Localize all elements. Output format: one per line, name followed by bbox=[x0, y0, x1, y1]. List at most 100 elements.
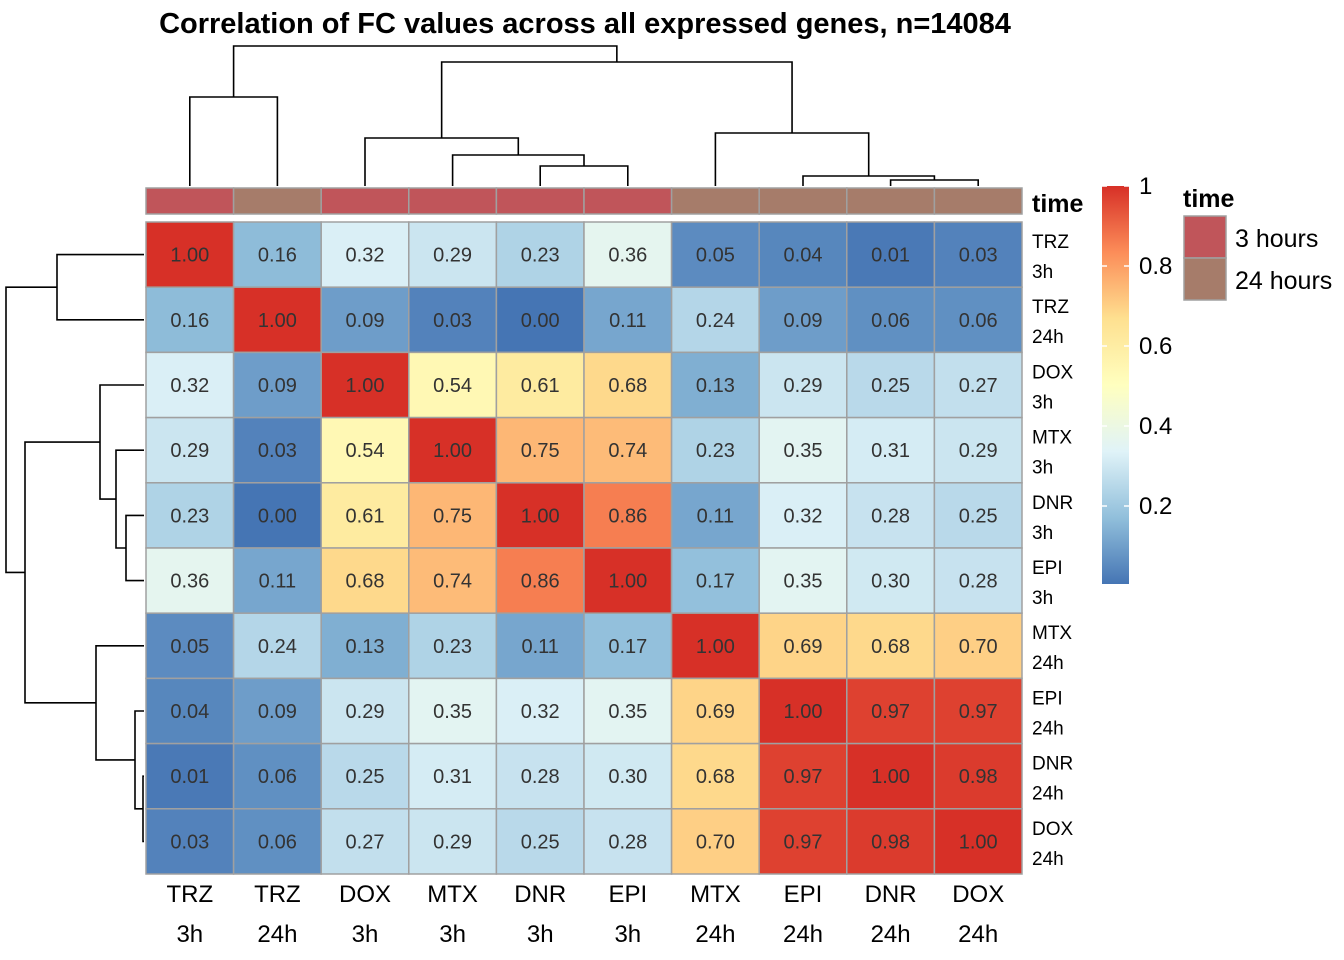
heatmap-cell-r6-c2 bbox=[232, 547, 322, 614]
heatmap-cell-r4-c3 bbox=[320, 416, 410, 484]
cell-value-label-r10-c8: 0.97 bbox=[784, 831, 823, 853]
heatmap-cell-r10-c6 bbox=[583, 808, 673, 875]
heatmap-cell-r6-c3 bbox=[320, 547, 410, 614]
heatmap-cell-r2-c4 bbox=[408, 286, 498, 354]
time-legend-label-24-hours: 24 hours bbox=[1235, 267, 1332, 295]
row-dendrogram-branch-4 bbox=[115, 449, 144, 549]
heatmap-cell-r3-c10 bbox=[933, 351, 1023, 419]
annotation-cell-c10 bbox=[933, 187, 1023, 215]
row-label-drug-r6: EPI bbox=[1032, 558, 1063, 579]
time-legend: time 3 hours 24 hours bbox=[1183, 185, 1332, 301]
cell-value-label-r6-c1: 0.36 bbox=[170, 571, 209, 593]
cell-value-label-r6-c7: 0.17 bbox=[696, 571, 735, 593]
cell-value-label-r4-c9: 0.31 bbox=[871, 440, 910, 462]
cell-value-label-r9-c10: 0.98 bbox=[959, 766, 998, 788]
row-dendrogram-branch-1 bbox=[142, 775, 144, 843]
cell-value-label-r10-c2: 0.06 bbox=[258, 831, 297, 853]
column-label-time-c7: 24h bbox=[695, 921, 735, 948]
cell-value-label-r8-c1: 0.04 bbox=[170, 701, 209, 723]
annotation-cell-c6 bbox=[583, 187, 673, 215]
row-label-time-r2: 24h bbox=[1032, 327, 1064, 348]
cell-value-label-r4-c10: 0.29 bbox=[959, 440, 998, 462]
cell-value-label-r1-c2: 0.16 bbox=[258, 245, 297, 267]
heatmap-cell-r7-c9 bbox=[846, 612, 936, 680]
color-scale-label-4: 0.8 bbox=[1139, 253, 1172, 280]
cell-value-label-r3-c9: 0.25 bbox=[871, 375, 910, 397]
cell-value-label-r3-c1: 0.32 bbox=[170, 375, 209, 397]
row-label-drug-r2: TRZ bbox=[1032, 297, 1069, 318]
cell-value-label-r8-c2: 0.09 bbox=[258, 701, 297, 723]
cell-value-label-r1-c4: 0.29 bbox=[433, 245, 472, 267]
column-label-time-c4: 3h bbox=[439, 921, 466, 948]
cell-value-label-r7-c4: 0.23 bbox=[433, 636, 472, 658]
heatmap-cell-r10-c7 bbox=[670, 808, 760, 875]
cell-value-label-r7-c5: 0.11 bbox=[521, 636, 558, 658]
heatmap-cell-r6-c6 bbox=[583, 547, 673, 614]
cell-value-label-r9-c9: 1.00 bbox=[871, 766, 910, 788]
column-label-time-c1: 3h bbox=[176, 921, 203, 948]
cell-value-label-r2-c5: 0.00 bbox=[521, 310, 560, 332]
cell-value-label-r8-c5: 0.32 bbox=[521, 701, 560, 723]
cell-value-label-r6-c9: 0.30 bbox=[871, 571, 910, 593]
row-label-time-r6: 3h bbox=[1032, 588, 1053, 609]
cell-value-label-r5-c8: 0.32 bbox=[784, 505, 823, 527]
row-label-time-r1: 3h bbox=[1032, 262, 1053, 283]
column-labels: TRZ 3h TRZ 24h DOX 3h MTX 3h DNR 3h EPI 3h MTX 24h EPI… bbox=[166, 881, 1004, 948]
cell-value-label-r2-c3: 0.09 bbox=[346, 310, 385, 332]
cell-value-label-r7-c3: 0.13 bbox=[346, 636, 385, 658]
heatmap-cell-r3-c7 bbox=[670, 351, 760, 419]
cell-value-label-r9-c5: 0.28 bbox=[521, 766, 560, 788]
heatmap-cell-r7-c8 bbox=[758, 612, 848, 680]
cell-value-label-r4-c2: 0.03 bbox=[258, 440, 297, 462]
cell-value-label-r5-c10: 0.25 bbox=[959, 505, 998, 527]
cell-value-label-r5-c3: 0.61 bbox=[346, 505, 385, 527]
heatmap-cell-r4-c6 bbox=[583, 416, 673, 484]
cell-value-label-r3-c3: 1.00 bbox=[346, 375, 385, 397]
cell-value-label-r9-c4: 0.31 bbox=[433, 766, 472, 788]
heatmap-cell-r9-c3 bbox=[320, 742, 410, 810]
row-dendrogram-branch-8 bbox=[24, 441, 100, 704]
cell-value-label-r7-c2: 0.24 bbox=[258, 636, 297, 658]
cell-value-label-r7-c9: 0.68 bbox=[871, 636, 910, 658]
cell-value-label-r10-c6: 0.28 bbox=[608, 831, 647, 853]
heatmap-cell-r7-c5 bbox=[495, 612, 585, 680]
annotation-cell-c5 bbox=[495, 187, 585, 215]
cell-value-label-r2-c1: 0.16 bbox=[170, 310, 209, 332]
cell-value-label-r6-c3: 0.68 bbox=[346, 571, 385, 593]
row-label-drug-r10: DOX bbox=[1032, 819, 1074, 840]
color-scale-bar bbox=[1102, 186, 1129, 584]
heatmap-cell-r4-c2 bbox=[232, 416, 322, 484]
row-label-time-r7: 24h bbox=[1032, 653, 1064, 674]
heatmap-cell-r5-c8 bbox=[758, 482, 848, 549]
column-label-drug-c6: EPI bbox=[608, 881, 647, 908]
heatmap-cell-r8-c6 bbox=[583, 677, 673, 745]
column-label-drug-c5: DNR bbox=[514, 881, 566, 908]
row-label-drug-r7: MTX bbox=[1032, 623, 1072, 644]
color-scale-label-2: 0.4 bbox=[1139, 413, 1172, 440]
column-dendrogram-branch-7 bbox=[440, 61, 793, 138]
column-dendrogram-branch-3 bbox=[539, 165, 629, 186]
color-scale-legend: 0.2 0.4 0.6 0.8 1 bbox=[1102, 173, 1172, 584]
column-dendrogram-branch-8 bbox=[189, 96, 279, 186]
column-dendrogram-branch-9 bbox=[232, 45, 618, 97]
cell-value-label-r3-c4: 0.54 bbox=[433, 375, 472, 397]
time-legend-title: time bbox=[1183, 185, 1235, 213]
cell-value-label-r7-c6: 0.17 bbox=[608, 636, 647, 658]
cell-value-label-r8-c4: 0.35 bbox=[433, 701, 472, 723]
cell-value-label-r10-c7: 0.70 bbox=[696, 831, 735, 853]
annotation-cell-c8 bbox=[758, 187, 848, 215]
row-dendrogram-branch-6 bbox=[95, 645, 144, 761]
heatmap-cell-r8-c3 bbox=[320, 677, 410, 745]
heatmap-cell-r2-c9 bbox=[846, 286, 936, 354]
annotation-cell-c3 bbox=[320, 187, 410, 215]
heatmap-cell-r10-c3 bbox=[320, 808, 410, 875]
cell-value-label-r1-c10: 0.03 bbox=[959, 245, 998, 267]
heatmap-cell-r10-c5 bbox=[495, 808, 585, 875]
cell-value-label-r6-c4: 0.74 bbox=[433, 571, 472, 593]
heatmap-cell-r1-c9 bbox=[846, 221, 936, 288]
column-label-drug-c7: MTX bbox=[690, 881, 741, 908]
cell-value-label-r5-c1: 0.23 bbox=[170, 505, 209, 527]
annotation-bar-label: time bbox=[1032, 190, 1084, 218]
heatmap-cell-r10-c10 bbox=[933, 808, 1023, 875]
